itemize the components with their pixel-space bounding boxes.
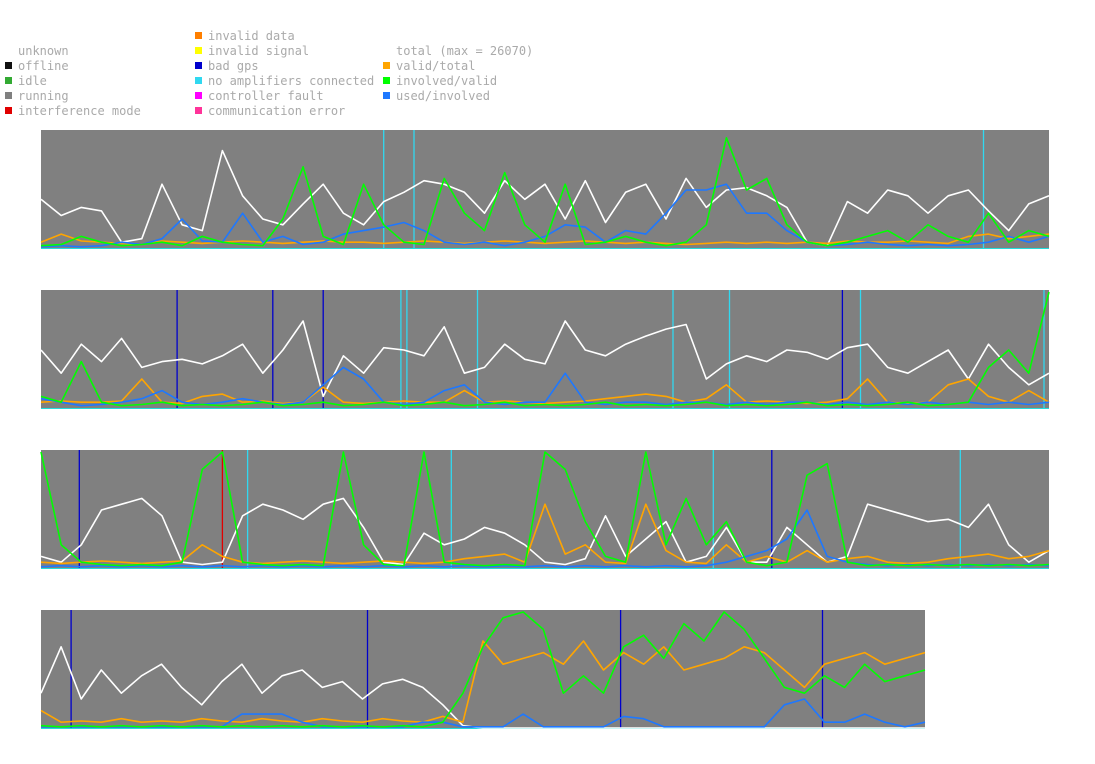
series-line-used-involved: [40, 183, 1050, 248]
legend-label: no amplifiers connected: [208, 74, 375, 88]
legend: unknown offline idle running interferenc…: [0, 29, 1095, 126]
legend-label: total (max = 26070): [396, 44, 534, 58]
legend-swatch: [5, 62, 12, 69]
chart-panel-3: [40, 450, 1050, 569]
series-line-valid-total: [40, 378, 1050, 405]
legend-swatch: [195, 47, 202, 54]
legend-label: used/involved: [396, 89, 490, 103]
legend-label: invalid data: [208, 29, 295, 43]
plot-background: [41, 290, 1049, 409]
series-line-involved-valid: [40, 137, 1050, 247]
legend-swatch: [195, 77, 202, 84]
series-line-involved-valid: [40, 451, 1050, 567]
series-line-total: [40, 149, 1050, 247]
chart-panel-2: [40, 290, 1050, 409]
legend-swatch: [5, 107, 12, 114]
legend-swatch: [195, 92, 202, 99]
series-line-total: [40, 497, 1050, 566]
legend-swatch: [195, 62, 202, 69]
legend-label: valid/total: [396, 59, 476, 73]
series-line-total: [40, 645, 925, 729]
series-line-total: [40, 320, 1050, 398]
legend-label: interference mode: [18, 104, 141, 118]
legend-label: unknown: [18, 44, 69, 58]
series-line-valid-total: [40, 233, 1050, 246]
legend-swatch: [383, 77, 390, 84]
legend-label: involved/valid: [396, 74, 498, 88]
legend-swatch: [5, 47, 12, 54]
series-line-involved-valid: [40, 611, 926, 728]
legend-label: controller fault: [208, 89, 324, 103]
legend-swatch: [383, 62, 390, 69]
plot-background: [41, 130, 1049, 249]
series-line-involved-valid: [40, 291, 1050, 407]
chart-panel-1: [40, 130, 1050, 249]
legend-label: invalid signal: [208, 44, 310, 58]
series-line-used-involved: [40, 366, 1050, 407]
legend-swatch: [195, 32, 202, 39]
legend-label: offline: [18, 59, 69, 73]
legend-label: bad gps: [208, 59, 259, 73]
legend-label: running: [18, 89, 69, 103]
chart-panel-4: [40, 610, 926, 729]
series-line-valid-total: [40, 503, 1050, 565]
legend-swatch: [5, 77, 12, 84]
plot-background: [41, 610, 925, 729]
plot-background: [41, 450, 1049, 569]
legend-swatch: [383, 92, 390, 99]
series-line-valid-total: [40, 640, 926, 724]
legend-label: communication error: [208, 104, 346, 118]
legend-swatch: [195, 107, 202, 114]
legend-swatch: [5, 92, 12, 99]
legend-label: idle: [18, 74, 47, 88]
